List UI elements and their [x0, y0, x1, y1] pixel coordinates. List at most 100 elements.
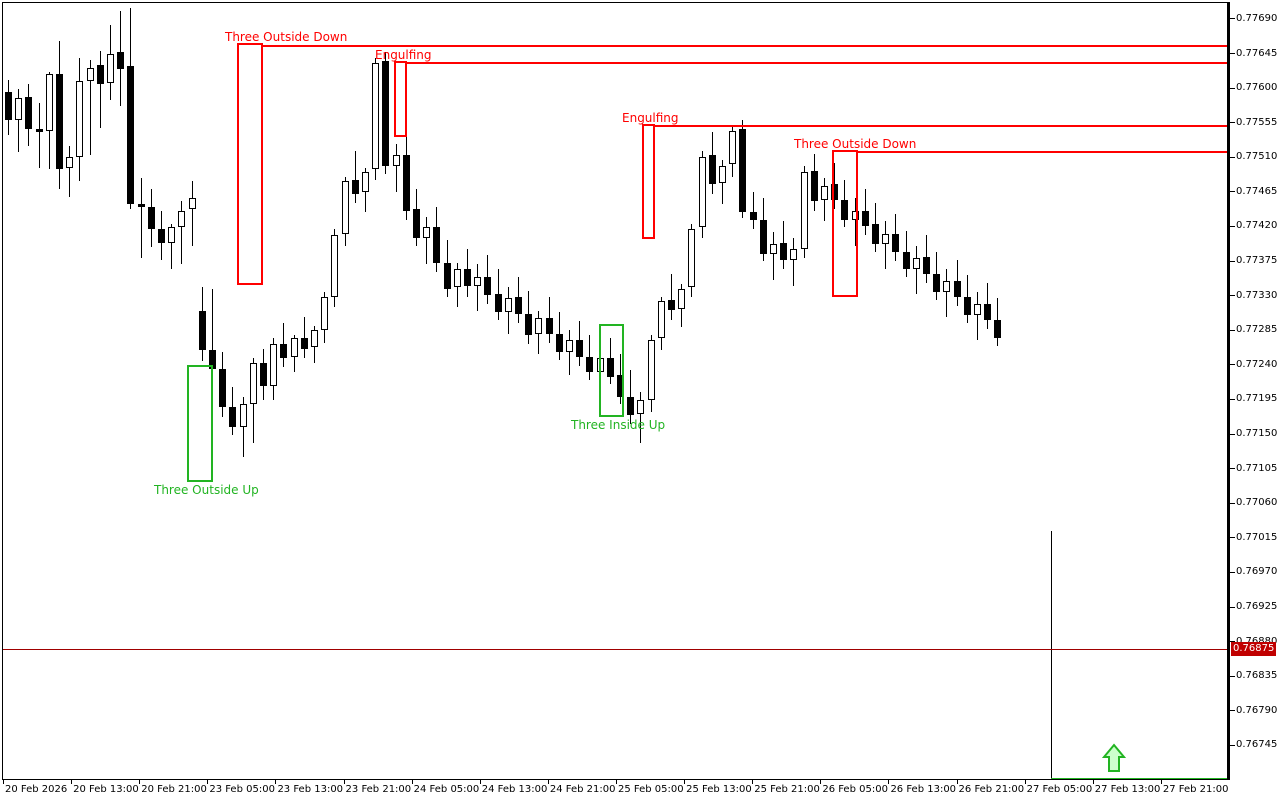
candlestick: [984, 3, 991, 779]
candle-body-bullish: [393, 155, 400, 166]
candle-body-bearish: [811, 170, 818, 202]
x-axis-tick: 26 Feb 13:00: [888, 780, 956, 795]
candlestick: [607, 3, 614, 779]
candlestick: [127, 3, 134, 779]
candlestick: [862, 3, 869, 779]
candlestick: [260, 3, 267, 779]
candle-body-bullish: [321, 296, 328, 331]
candlestick: [739, 3, 746, 779]
pattern-box-5[interactable]: [187, 365, 213, 482]
candlestick: [780, 3, 787, 779]
candle-body-bearish: [280, 344, 287, 359]
candle-wick: [39, 102, 40, 168]
candle-wick: [212, 288, 213, 374]
candlestick: [923, 3, 930, 779]
candlestick: [301, 3, 308, 779]
candle-body-bearish: [964, 296, 971, 316]
candlestick: [556, 3, 563, 779]
candle-body-bullish: [76, 81, 83, 157]
candle-body-bullish: [535, 318, 542, 334]
candlestick: [372, 3, 379, 779]
candle-body-bullish: [729, 130, 736, 165]
candlestick: [688, 3, 695, 779]
candle-body-bearish: [923, 256, 930, 274]
candlestick: [974, 3, 981, 779]
candle-body-bearish: [127, 66, 134, 205]
candlestick: [648, 3, 655, 779]
candle-body-bullish: [474, 276, 481, 286]
candlestick: [994, 3, 1001, 779]
candle-wick: [100, 50, 101, 128]
current-price-tag: 0.76875: [1231, 642, 1277, 656]
x-axis-tick: 23 Feb 13:00: [275, 780, 343, 795]
candle-body-bearish: [994, 319, 1001, 339]
pattern-box-2[interactable]: [394, 61, 407, 137]
pattern-box-4[interactable]: [832, 150, 858, 297]
current-price-line: [3, 649, 1227, 650]
candlestick: [433, 3, 440, 779]
candle-body-bearish: [872, 224, 879, 245]
candle-wick: [793, 238, 794, 286]
candle-body-bearish: [607, 358, 614, 377]
chart-plot-area[interactable]: Three Outside Down Engulfing Engulfing Thre…: [2, 2, 1228, 780]
candle-body-bearish: [495, 293, 502, 313]
candle-wick: [671, 273, 672, 320]
candle-body-bullish: [770, 244, 777, 254]
y-axis-tick: 0.77105: [1230, 463, 1277, 475]
candle-body-bearish: [668, 299, 675, 311]
candlestick: [382, 3, 389, 779]
pattern-box-6[interactable]: [599, 324, 624, 417]
candle-body-bearish: [627, 396, 634, 416]
y-axis-tick: 0.76925: [1230, 602, 1277, 613]
pattern-level-line-1: [263, 45, 1227, 47]
y-axis-tick: 0.76880: [1230, 636, 1277, 648]
candlestick: [872, 3, 879, 779]
candle-body-bearish: [586, 356, 593, 372]
candlestick: [168, 3, 175, 779]
candlestick: [627, 3, 634, 779]
candle-body-bearish: [780, 242, 787, 260]
candle-body-bullish: [566, 339, 573, 353]
candlestick: [892, 3, 899, 779]
candlestick: [331, 3, 338, 779]
x-axis-tick: 20 Feb 2026: [3, 780, 67, 795]
pattern-box-3[interactable]: [642, 124, 655, 239]
candlestick: [637, 3, 644, 779]
candlestick: [107, 3, 114, 779]
y-axis-tick: 0.77420: [1230, 221, 1277, 232]
y-axis-tick: 0.77690: [1230, 13, 1277, 25]
candlestick: [76, 3, 83, 779]
candlestick: [760, 3, 767, 779]
candlestick: [280, 3, 287, 779]
candle-body-bullish: [270, 344, 277, 386]
candle-body-bearish: [750, 212, 757, 220]
candle-body-bearish: [117, 52, 124, 70]
candle-body-bearish: [841, 199, 848, 220]
candle-body-bearish: [260, 362, 267, 386]
candle-body-bearish: [36, 129, 43, 133]
candlestick: [933, 3, 940, 779]
candle-body-bearish: [158, 229, 165, 243]
candle-body-bullish: [250, 362, 257, 405]
candle-wick: [192, 181, 193, 246]
candle-body-bearish: [709, 155, 716, 185]
candle-body-bearish: [25, 96, 32, 130]
candlestick: [484, 3, 491, 779]
candle-wick: [946, 268, 947, 317]
candlestick: [117, 3, 124, 779]
candlestick: [852, 3, 859, 779]
candle-wick: [477, 264, 478, 311]
candlestick: [403, 3, 410, 779]
candle-body-bullish: [943, 281, 950, 293]
candle-body-bullish: [15, 98, 22, 120]
candle-body-bullish: [637, 399, 644, 414]
x-axis-tick: 23 Feb 21:00: [343, 780, 411, 795]
candlestick: [903, 3, 910, 779]
candlestick: [841, 3, 848, 779]
candlestick: [566, 3, 573, 779]
candlestick: [882, 3, 889, 779]
candlestick: [199, 3, 206, 779]
y-axis-tick: 0.76745: [1230, 740, 1277, 751]
pattern-box-1[interactable]: [237, 43, 263, 285]
candle-body-bearish: [954, 281, 961, 297]
